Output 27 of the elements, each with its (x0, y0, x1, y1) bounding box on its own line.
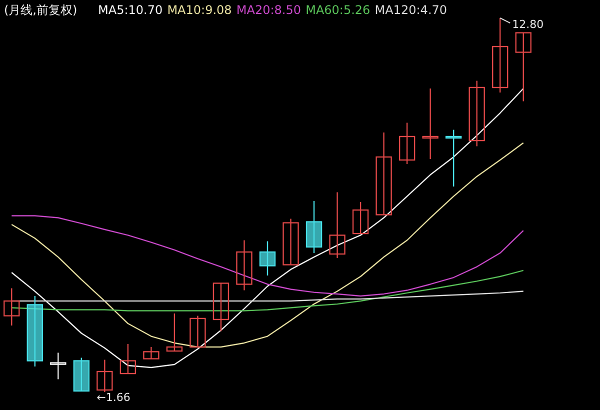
candlestick (259, 240, 276, 276)
candlestick (468, 80, 485, 147)
candlestick (96, 359, 113, 393)
candlestick (398, 122, 416, 165)
candlestick (515, 32, 532, 102)
text: MA10:9.08 (167, 3, 232, 17)
candlestick (236, 240, 252, 291)
text: MA5:10.70 (98, 3, 163, 17)
annotation: ←1.66 (96, 391, 130, 404)
candlestick (190, 315, 206, 348)
candlestick (4, 288, 20, 326)
candlestick (166, 312, 183, 352)
candlestick (352, 201, 369, 234)
annotation: 12.80 (512, 18, 544, 31)
text: MA20:8.50 (236, 3, 301, 17)
text: MA120:4.70 (374, 3, 448, 17)
candlestick (212, 282, 230, 332)
chart-title: (月线,前复权) (4, 3, 78, 17)
text: MA60:5.26 (306, 3, 370, 17)
candlestick (143, 346, 160, 360)
candlestick (120, 343, 136, 374)
candlestick (445, 129, 462, 188)
candlestick (50, 352, 66, 380)
candlestick (282, 218, 299, 266)
candlestick (422, 88, 438, 160)
candlestick (329, 192, 346, 259)
candlestick (376, 132, 392, 216)
